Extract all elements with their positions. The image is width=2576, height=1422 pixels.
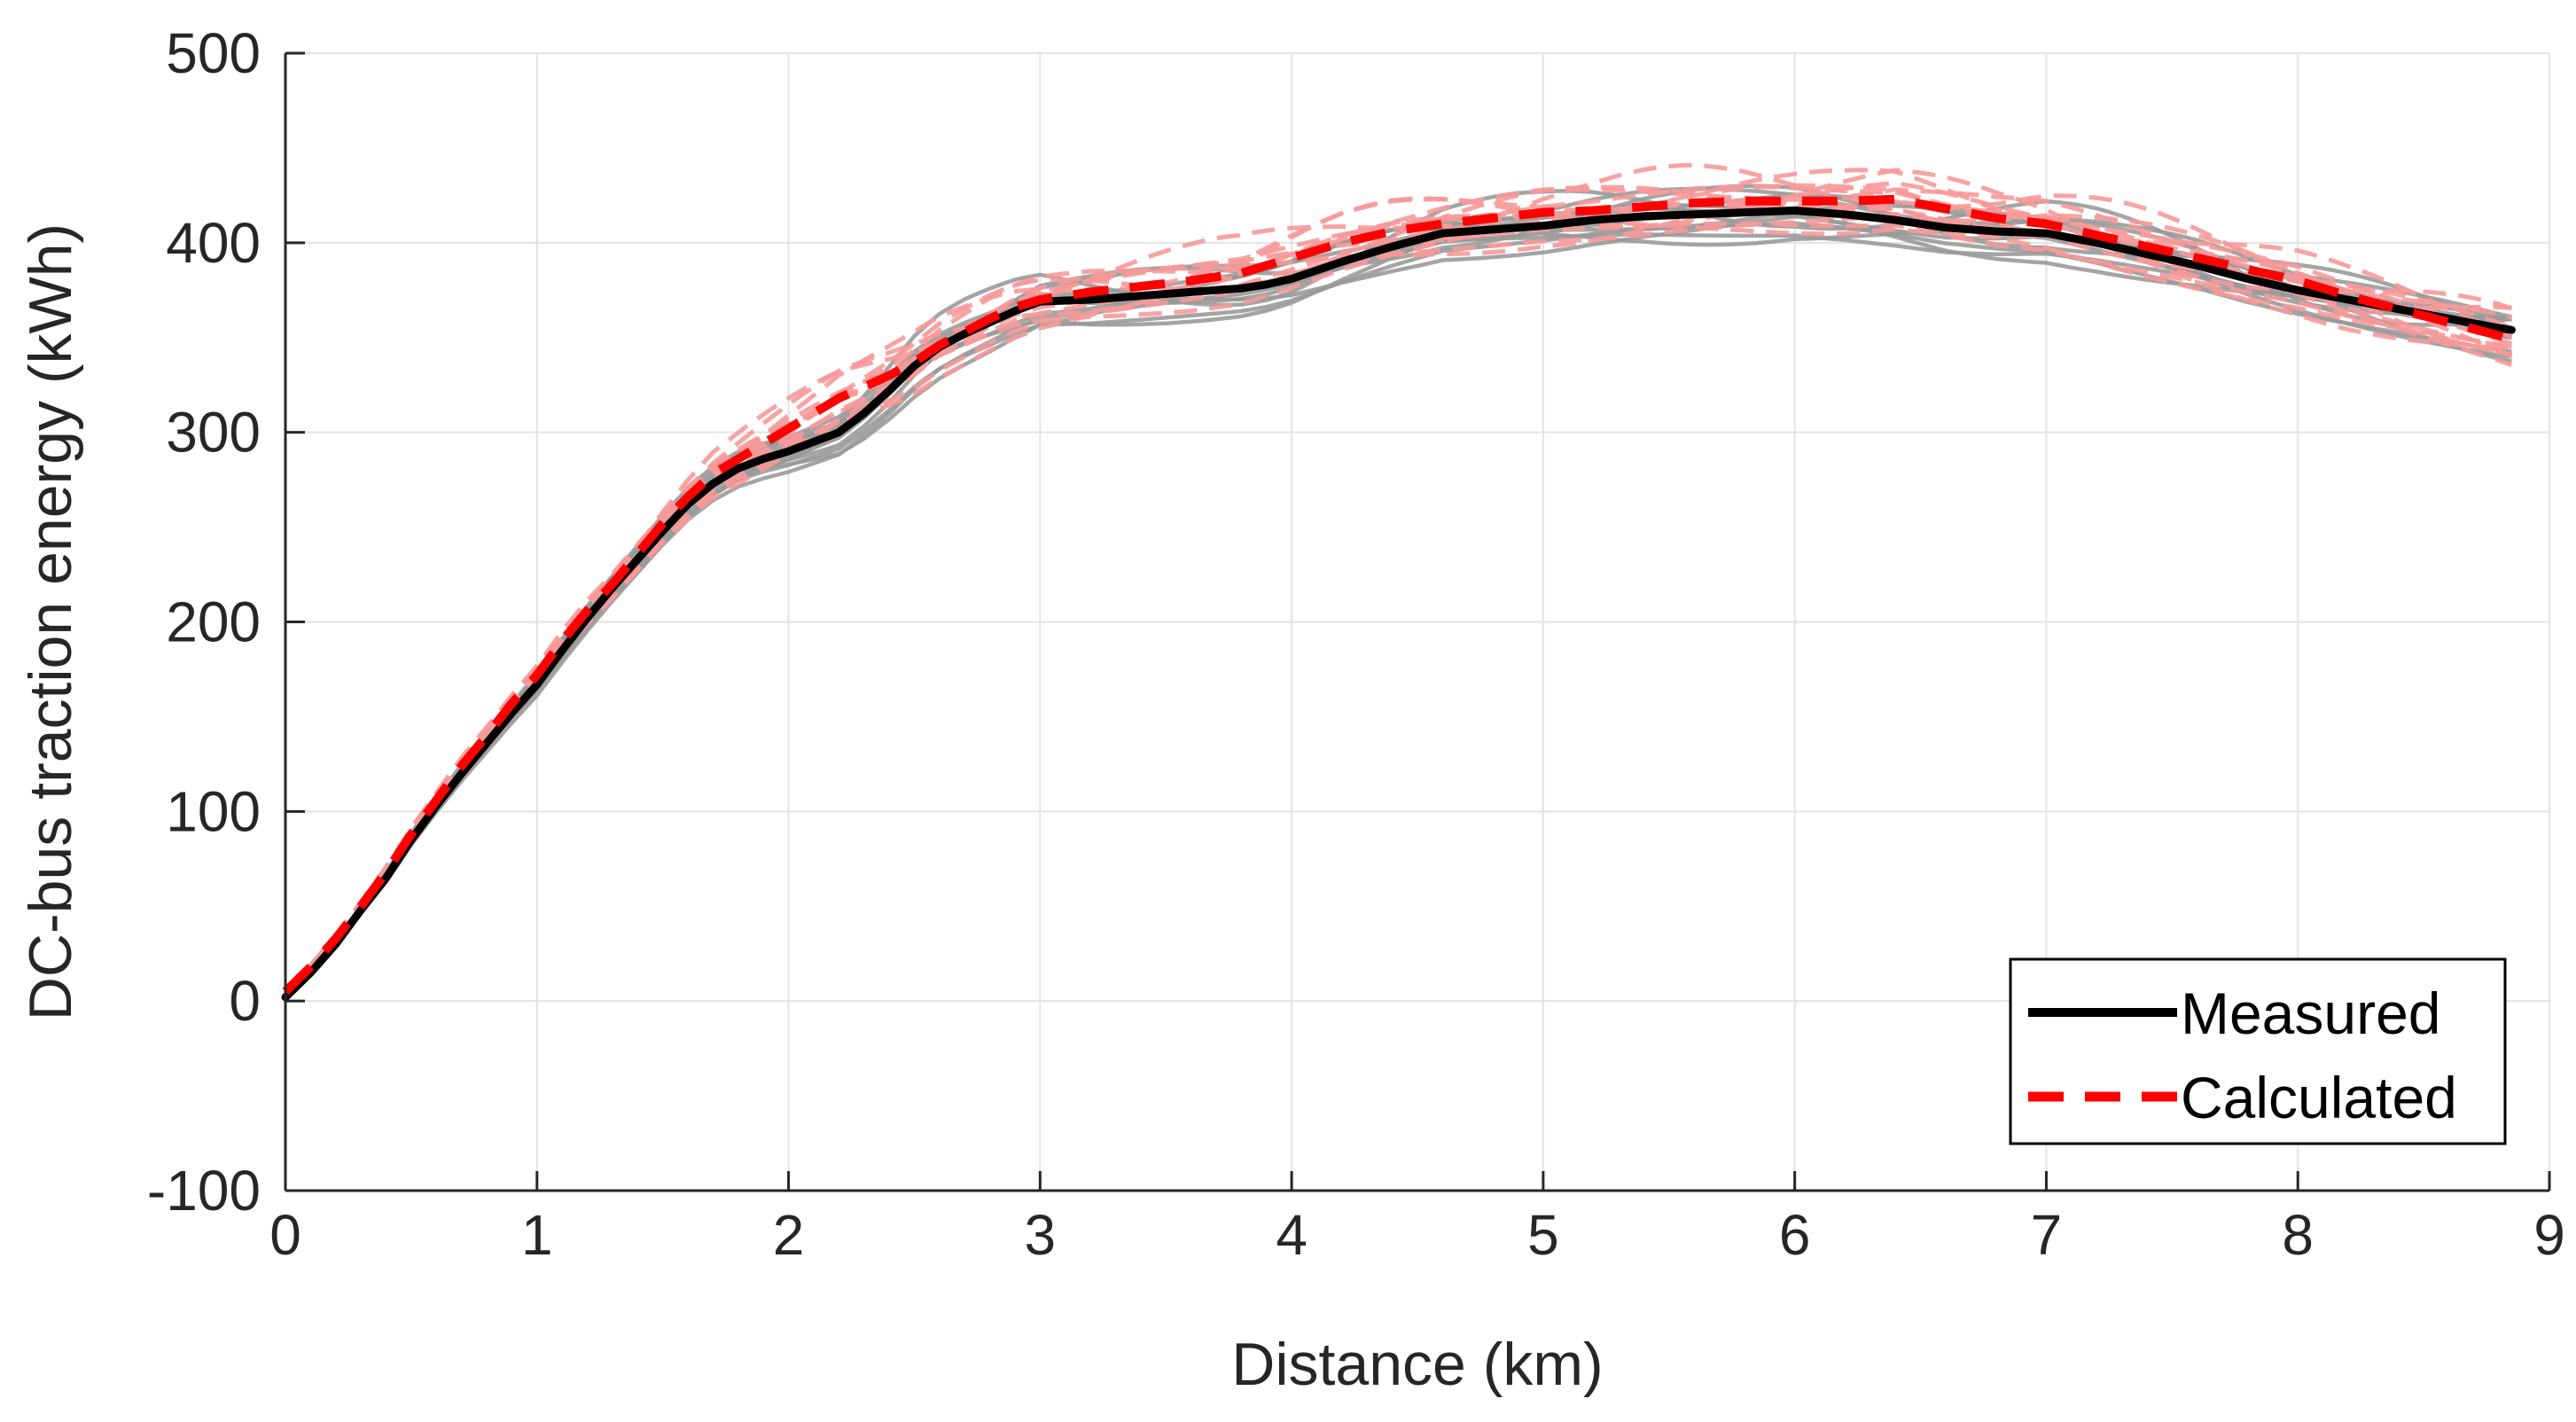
calculated-run-line	[284, 221, 2513, 994]
calculated-run-line	[284, 201, 2513, 994]
calculated-run-line	[284, 183, 2513, 994]
legend-label-calculated: Calculated	[2181, 1065, 2457, 1130]
individual-runs	[284, 162, 2513, 999]
x-tick-label: 5	[1527, 1203, 1559, 1267]
legend-box	[2009, 957, 2507, 1145]
calculated-run-line	[284, 212, 2513, 994]
measured-run-line	[284, 221, 2512, 999]
x-tick-label: 3	[1025, 1203, 1057, 1267]
measured-run-line	[284, 202, 2512, 999]
series-lines	[281, 194, 2516, 1002]
y-tick-label: 100	[166, 779, 261, 843]
y-tick-label: 300	[166, 401, 261, 465]
y-tick-label: 500	[166, 21, 261, 85]
legend: Measured Calculated	[2009, 957, 2507, 1145]
y-axis-label: DC-bus traction energy (kWh)	[17, 223, 84, 1020]
calculated-run-line	[284, 184, 2513, 994]
y-tick-label: 200	[166, 590, 261, 654]
measured-run-line	[284, 217, 2512, 999]
x-tick-label: 4	[1276, 1203, 1308, 1267]
calculated-run-line	[284, 162, 2512, 994]
series-line-measured	[281, 207, 2516, 1002]
calculated-run-line	[284, 199, 2512, 994]
x-tick-label: 2	[773, 1203, 805, 1267]
measured-run-line	[284, 232, 2512, 999]
x-tick-label: 9	[2533, 1203, 2565, 1267]
x-tick-label: 1	[521, 1203, 553, 1267]
measured-run-line	[284, 204, 2512, 999]
axes	[284, 51, 2551, 1192]
series-line-calculated	[282, 194, 2513, 996]
calculated-run-line	[284, 199, 2512, 994]
calculated-run-line	[284, 213, 2513, 994]
calculated-run-line	[284, 187, 2513, 994]
measured-run-line	[284, 214, 2512, 999]
y-tick-label: 0	[229, 969, 261, 1033]
measured-run-line	[284, 206, 2512, 999]
legend-label-measured: Measured	[2181, 981, 2441, 1046]
x-tick-label: 8	[2282, 1203, 2314, 1267]
measured-run-line	[284, 206, 2512, 999]
x-tick-label: 6	[1779, 1203, 1811, 1267]
x-tick-label: 0	[269, 1203, 301, 1267]
x-tick-label: 7	[2031, 1203, 2063, 1267]
y-tick-label: 400	[166, 211, 261, 275]
y-tick-label: -100	[147, 1159, 261, 1223]
x-axis-label: Distance (km)	[1231, 1331, 1603, 1398]
